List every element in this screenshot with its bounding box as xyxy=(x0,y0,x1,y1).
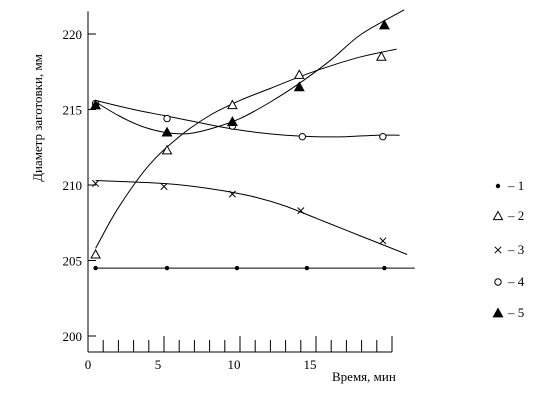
series-5-point xyxy=(378,19,390,30)
y-tick-label: 205 xyxy=(63,254,83,269)
series-3-point xyxy=(160,182,168,191)
series-2-point xyxy=(227,99,238,110)
legend-5-marker xyxy=(492,307,504,318)
legend-2-marker xyxy=(492,210,504,221)
series-1-point xyxy=(164,265,170,271)
series-2-point xyxy=(293,69,305,79)
y-tick-label: 200 xyxy=(63,329,83,344)
series-5-point xyxy=(226,116,238,126)
series-2-point xyxy=(90,248,101,259)
x-axis-title: Время, мин xyxy=(332,369,396,384)
legend-4-marker xyxy=(494,278,502,286)
series-5-point xyxy=(293,81,305,92)
series-3-point xyxy=(379,237,387,245)
y-axis-title: Диаметр заготовки, мм xyxy=(30,54,45,182)
series-5-point xyxy=(161,126,173,137)
series-1-point xyxy=(93,265,98,271)
x-tick-label: 15 xyxy=(304,357,317,372)
x-tick-label: 5 xyxy=(155,357,162,372)
series-5-point xyxy=(90,99,102,110)
legend-2-label: – 2 xyxy=(507,208,524,223)
series-2-point xyxy=(161,144,173,155)
x-tick-label: 0 xyxy=(85,357,92,372)
series-4-point xyxy=(298,132,307,141)
series-3-point xyxy=(228,190,236,198)
legend-3-marker xyxy=(494,246,502,254)
legend-1-marker xyxy=(495,183,501,189)
series-3-curve xyxy=(95,180,408,255)
series-5-curve xyxy=(95,9,405,135)
legend-3-label: – 3 xyxy=(507,242,524,257)
legend-5-label: – 5 xyxy=(507,305,524,320)
series-3-point xyxy=(297,207,305,215)
series-4-point xyxy=(163,114,171,123)
series-2-point xyxy=(376,51,387,61)
series-4-curve xyxy=(95,99,400,138)
series-1-point xyxy=(234,265,240,271)
x-tick-label: 10 xyxy=(228,357,241,372)
series-3-point xyxy=(92,179,100,188)
y-tick-label: 210 xyxy=(63,178,83,193)
series-1-point xyxy=(382,265,387,271)
legend-4-label: – 4 xyxy=(507,274,525,289)
series-1-point xyxy=(304,265,310,271)
y-tick-label: 220 xyxy=(63,27,83,42)
series-2-curve xyxy=(95,48,397,249)
series-4-point xyxy=(379,132,387,141)
legend-1-label: – 1 xyxy=(507,178,524,193)
y-tick-label: 215 xyxy=(63,103,83,118)
